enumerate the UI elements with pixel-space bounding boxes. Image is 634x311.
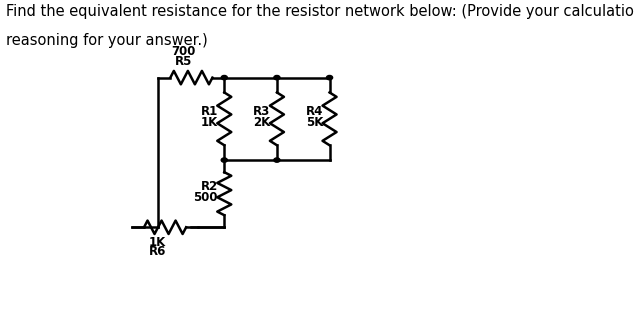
Text: 500: 500 <box>193 191 217 204</box>
Text: 1K: 1K <box>200 116 217 129</box>
Text: R5: R5 <box>175 54 192 67</box>
Text: R4: R4 <box>306 105 323 118</box>
Circle shape <box>274 76 280 80</box>
Text: 1K: 1K <box>148 236 166 249</box>
Text: reasoning for your answer.): reasoning for your answer.) <box>6 33 208 48</box>
Text: 700: 700 <box>171 45 196 58</box>
Circle shape <box>327 76 333 80</box>
Text: 2K: 2K <box>253 116 270 129</box>
Text: R3: R3 <box>253 105 270 118</box>
Text: Find the equivalent resistance for the resistor network below: (Provide your cal: Find the equivalent resistance for the r… <box>6 4 634 19</box>
Circle shape <box>221 76 228 80</box>
Text: 5K: 5K <box>306 116 323 129</box>
Text: R6: R6 <box>148 245 166 258</box>
Text: R2: R2 <box>200 179 217 193</box>
Circle shape <box>221 158 228 162</box>
Circle shape <box>274 158 280 162</box>
Text: R1: R1 <box>200 105 217 118</box>
